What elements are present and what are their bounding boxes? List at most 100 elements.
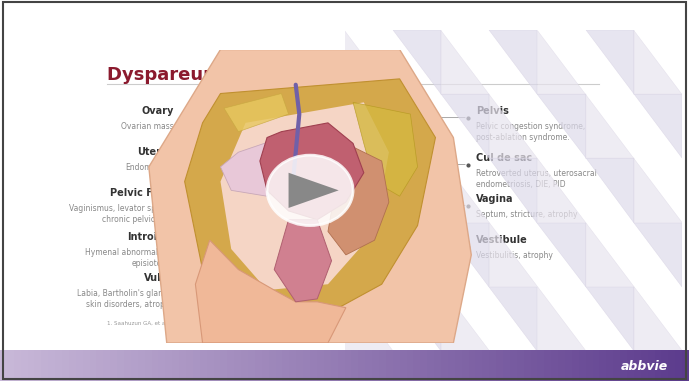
Text: Cul de sac: Cul de sac: [476, 153, 532, 163]
Text: 1. Saahuzun GA, et al. Am Fam Physician. 2018;98(7):465-470.: 1. Saahuzun GA, et al. Am Fam Physician.…: [107, 322, 282, 327]
Bar: [462, 350, 469, 381]
Bar: [675, 350, 682, 381]
Bar: [634, 350, 641, 381]
Bar: [110, 350, 117, 381]
Text: Ovarian mass: Ovarian mass: [121, 122, 174, 131]
Bar: [131, 350, 138, 381]
Bar: [69, 350, 76, 381]
Polygon shape: [489, 223, 537, 287]
Polygon shape: [537, 94, 586, 158]
Polygon shape: [586, 223, 634, 287]
Polygon shape: [441, 223, 489, 287]
Polygon shape: [344, 287, 393, 351]
Bar: [138, 350, 145, 381]
Polygon shape: [441, 94, 489, 158]
Bar: [76, 350, 83, 381]
Bar: [21, 350, 28, 381]
Bar: [7, 350, 14, 381]
Polygon shape: [344, 30, 393, 94]
Polygon shape: [441, 158, 489, 223]
Polygon shape: [634, 94, 682, 158]
Polygon shape: [393, 223, 441, 287]
Bar: [620, 350, 627, 381]
Bar: [179, 350, 186, 381]
Bar: [220, 350, 227, 381]
Text: Endometritis: Endometritis: [125, 163, 174, 172]
Bar: [544, 350, 551, 381]
Polygon shape: [586, 158, 634, 223]
Bar: [145, 350, 152, 381]
Bar: [117, 350, 124, 381]
Text: abbvie: abbvie: [621, 360, 668, 373]
Bar: [379, 350, 386, 381]
Polygon shape: [393, 94, 441, 158]
Bar: [310, 350, 317, 381]
Bar: [262, 350, 269, 381]
Polygon shape: [634, 158, 682, 223]
Bar: [14, 350, 21, 381]
Bar: [496, 350, 503, 381]
Bar: [641, 350, 648, 381]
Bar: [586, 350, 593, 381]
Polygon shape: [196, 240, 346, 343]
Polygon shape: [344, 158, 393, 223]
Polygon shape: [441, 287, 489, 351]
Bar: [572, 350, 579, 381]
Bar: [41, 350, 48, 381]
Bar: [276, 350, 282, 381]
Bar: [655, 350, 661, 381]
Polygon shape: [489, 158, 537, 223]
Bar: [255, 350, 262, 381]
Bar: [469, 350, 475, 381]
Bar: [661, 350, 668, 381]
Bar: [668, 350, 675, 381]
Polygon shape: [634, 223, 682, 287]
Polygon shape: [185, 79, 435, 319]
Bar: [413, 350, 420, 381]
Bar: [324, 350, 331, 381]
Bar: [303, 350, 310, 381]
Bar: [648, 350, 655, 381]
Text: Vaginismus, levator spasm,
chronic pelvic pain: Vaginismus, levator spasm, chronic pelvi…: [69, 204, 174, 224]
Polygon shape: [328, 143, 389, 255]
Bar: [475, 350, 482, 381]
Bar: [682, 350, 689, 381]
Bar: [489, 350, 496, 381]
Polygon shape: [634, 30, 682, 94]
Bar: [193, 350, 200, 381]
Bar: [393, 350, 400, 381]
Bar: [503, 350, 510, 381]
Polygon shape: [634, 287, 682, 351]
Bar: [524, 350, 531, 381]
Polygon shape: [393, 287, 441, 351]
Text: Introitus: Introitus: [127, 232, 174, 242]
Bar: [386, 350, 393, 381]
Bar: [400, 350, 407, 381]
Bar: [351, 350, 358, 381]
Bar: [482, 350, 489, 381]
Bar: [269, 350, 276, 381]
Bar: [407, 350, 413, 381]
Bar: [565, 350, 572, 381]
Bar: [62, 350, 69, 381]
Polygon shape: [220, 138, 289, 196]
Polygon shape: [489, 94, 537, 158]
Text: Retroverted uterus, uterosacral
endometriosis, DIE, PID: Retroverted uterus, uterosacral endometr…: [476, 169, 597, 189]
Bar: [344, 350, 351, 381]
Bar: [83, 350, 90, 381]
Text: Vestibulitis, atrophy: Vestibulitis, atrophy: [476, 251, 553, 260]
Bar: [331, 350, 338, 381]
Bar: [372, 350, 379, 381]
Polygon shape: [489, 30, 537, 94]
Text: Hymenal abnormalities
episiotomy: Hymenal abnormalities episiotomy: [85, 248, 174, 268]
Polygon shape: [489, 287, 537, 351]
Polygon shape: [344, 223, 393, 287]
Polygon shape: [274, 220, 331, 302]
Polygon shape: [224, 94, 289, 132]
Bar: [613, 350, 620, 381]
Bar: [96, 350, 103, 381]
Text: Uterus: Uterus: [138, 147, 174, 157]
Bar: [234, 350, 241, 381]
Bar: [358, 350, 365, 381]
Polygon shape: [537, 30, 586, 94]
